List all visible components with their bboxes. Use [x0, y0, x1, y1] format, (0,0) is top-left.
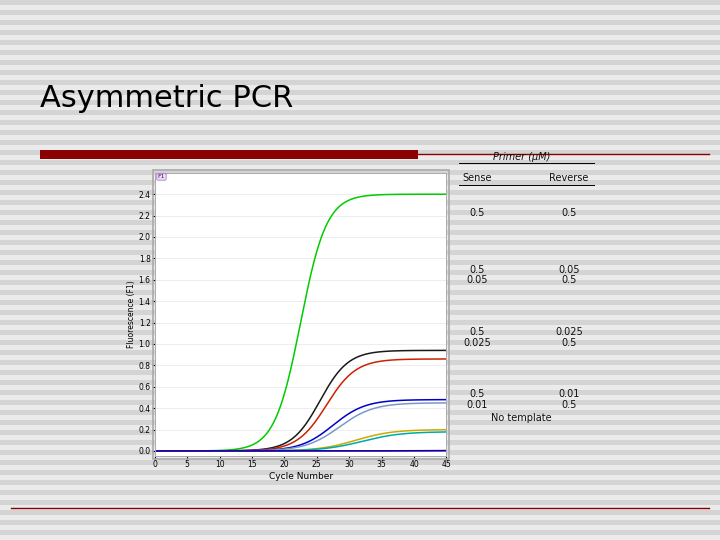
Bar — [0, 475, 720, 480]
Bar — [0, 125, 720, 130]
Bar — [0, 105, 720, 110]
Bar — [0, 395, 720, 400]
Bar — [0, 405, 720, 410]
Bar — [0, 35, 720, 40]
Bar — [0, 305, 720, 310]
Bar — [0, 235, 720, 240]
Bar — [0, 345, 720, 350]
Bar — [0, 205, 720, 210]
Text: Asymmetric PCR: Asymmetric PCR — [40, 84, 293, 113]
Bar — [0, 365, 720, 370]
Bar — [0, 535, 720, 540]
Bar — [0, 65, 720, 70]
Bar — [0, 155, 720, 160]
Bar — [0, 285, 720, 290]
X-axis label: Cycle Number: Cycle Number — [269, 472, 333, 481]
Text: 0.025: 0.025 — [555, 327, 582, 337]
Text: No template: No template — [491, 413, 552, 423]
Bar — [0, 115, 720, 120]
Bar — [0, 485, 720, 490]
Bar — [0, 275, 720, 280]
Text: Primer (μM): Primer (μM) — [492, 152, 550, 162]
Bar — [0, 495, 720, 500]
Bar — [0, 355, 720, 360]
Bar — [0, 5, 720, 10]
Bar — [0, 295, 720, 300]
Bar — [0, 175, 720, 180]
Bar — [0, 415, 720, 420]
Text: 0.5: 0.5 — [469, 389, 485, 399]
Bar — [40, 150, 418, 159]
Bar — [0, 465, 720, 470]
Text: 0.05: 0.05 — [467, 275, 488, 286]
Text: 0.5: 0.5 — [469, 265, 485, 275]
Bar — [0, 455, 720, 460]
Bar — [0, 255, 720, 260]
Bar — [0, 425, 720, 430]
Bar — [0, 325, 720, 330]
Text: Reverse: Reverse — [549, 173, 588, 183]
Text: 0.05: 0.05 — [558, 265, 580, 275]
Bar — [0, 315, 720, 320]
Bar — [0, 265, 720, 270]
Bar — [0, 135, 720, 140]
Bar — [0, 435, 720, 440]
Text: 0.5: 0.5 — [469, 208, 485, 218]
Text: F1: F1 — [158, 174, 165, 179]
Text: Sense: Sense — [463, 173, 492, 183]
Bar — [0, 335, 720, 340]
Bar — [0, 385, 720, 390]
Text: 0.5: 0.5 — [469, 327, 485, 337]
Text: 0.025: 0.025 — [464, 338, 491, 348]
Bar — [0, 15, 720, 20]
Bar — [0, 515, 720, 520]
Bar — [0, 525, 720, 530]
Bar — [0, 215, 720, 220]
Bar — [0, 95, 720, 100]
Bar — [0, 145, 720, 150]
Bar — [0, 375, 720, 380]
Bar — [0, 45, 720, 50]
Text: 0.5: 0.5 — [561, 208, 577, 218]
Bar — [0, 445, 720, 450]
Bar — [0, 185, 720, 190]
Bar — [0, 85, 720, 90]
Bar — [0, 245, 720, 250]
Bar — [0, 195, 720, 200]
Bar — [0, 55, 720, 60]
Text: 0.5: 0.5 — [561, 275, 577, 286]
Text: 0.5: 0.5 — [561, 400, 577, 410]
Text: 0.5: 0.5 — [561, 338, 577, 348]
Y-axis label: Fluorescence (F1): Fluorescence (F1) — [127, 281, 136, 348]
Bar — [0, 165, 720, 170]
Bar — [0, 25, 720, 30]
Bar — [0, 225, 720, 230]
Text: 0.01: 0.01 — [558, 389, 580, 399]
Text: 0.01: 0.01 — [467, 400, 488, 410]
Bar — [0, 75, 720, 80]
Bar — [0, 505, 720, 510]
